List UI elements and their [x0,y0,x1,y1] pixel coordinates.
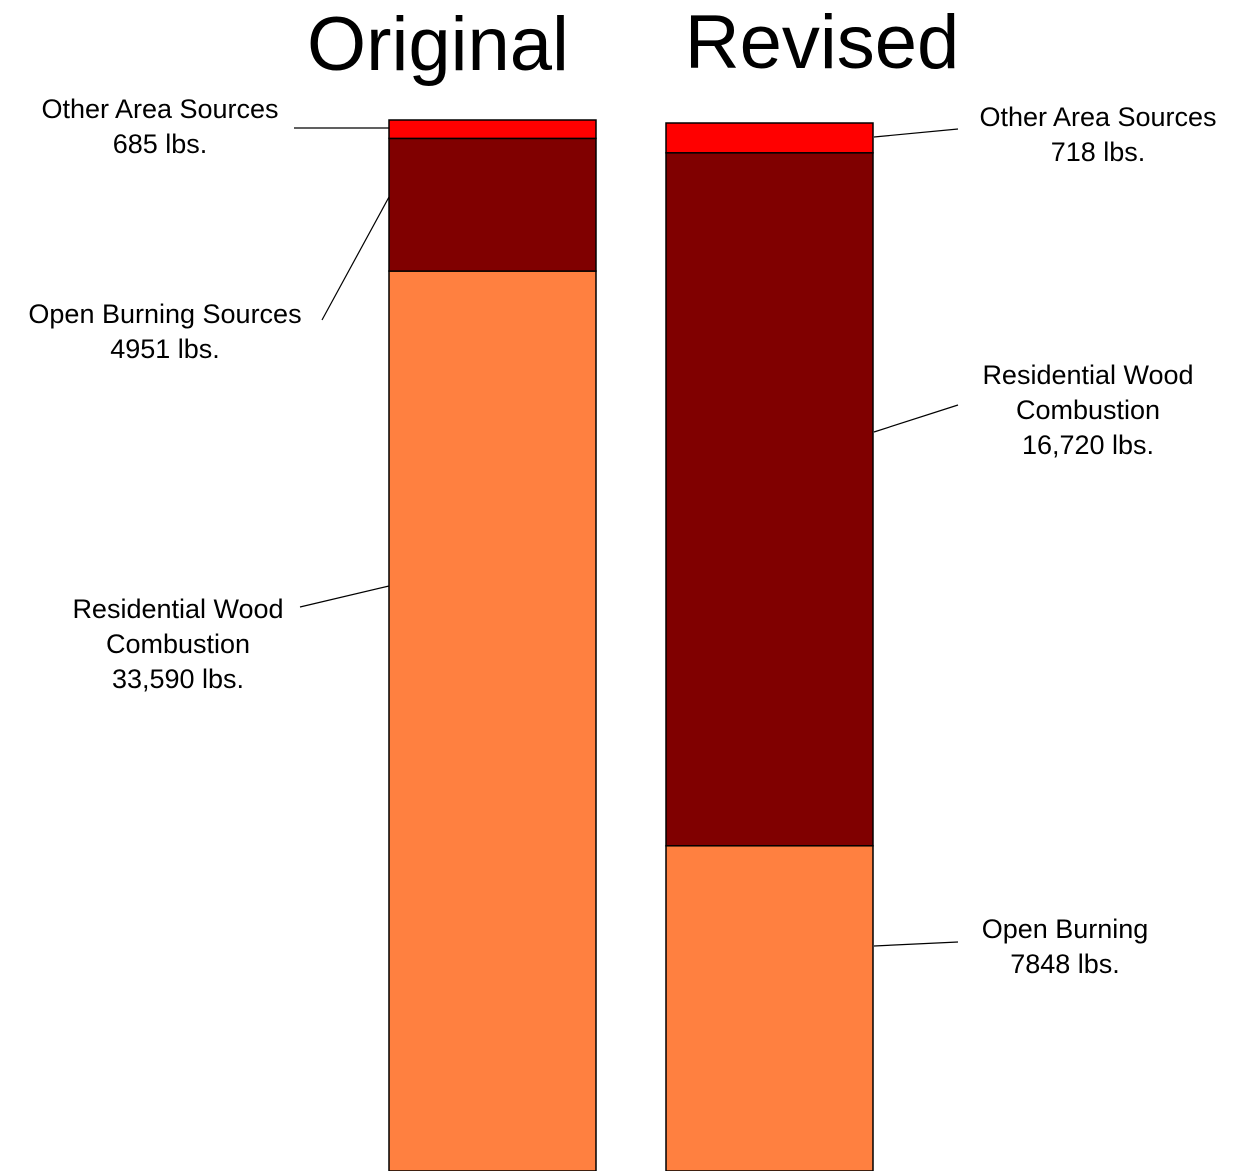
segment-label-line: Residential Wood [982,360,1193,390]
segment-label-revised-open: Open Burning 7848 lbs. [982,914,1149,979]
leader-line-revised-open [873,941,959,947]
segment-label-line: Other Area Sources [979,102,1216,132]
leader-line-original-open [321,196,390,321]
leader-lines [294,127,959,947]
segment-label-revised-other: Other Area Sources 718 lbs. [979,102,1216,167]
chart-title-original: Original [307,2,569,87]
chart-title-revised: Revised [685,0,960,85]
segment-label-line: 718 lbs. [1051,137,1146,167]
segment-label-line: 16,720 lbs. [1022,430,1154,460]
segment-label-line: Residential Wood [72,594,283,624]
segment-label-line: 685 lbs. [113,129,208,159]
segment-label-line: 4951 lbs. [110,334,220,364]
segment-label-original-residential: Residential Wood Combustion 33,590 lbs. [72,594,283,694]
bar-segment-original-open [388,137,597,272]
leader-line-revised-residential [873,404,959,433]
segment-labels: Residential Wood Combustion 33,590 lbs. Ope… [28,94,1216,979]
bar-segment-revised-residential [665,152,874,847]
leader-line-original-residential [299,585,390,608]
segment-label-line: Combustion [106,629,250,659]
segment-label-revised-residential: Residential Wood Combustion 16,720 lbs. [982,360,1193,460]
segment-label-original-other: Other Area Sources 685 lbs. [41,94,278,159]
bar-segment-original-other [388,119,597,140]
segment-label-line: Open Burning [982,914,1149,944]
leader-line-revised-other [873,128,959,138]
segment-label-line: 33,590 lbs. [112,664,244,694]
segment-label-line: 7848 lbs. [1010,949,1120,979]
bar-segment-original-residential [388,270,597,1171]
bar-segment-revised-open [665,844,874,1171]
segment-label-line: Other Area Sources [41,94,278,124]
bar-segment-revised-other [665,122,874,154]
segment-label-line: Open Burning Sources [28,299,301,329]
segment-label-line: Combustion [1016,395,1160,425]
segment-label-original-open: Open Burning Sources 4951 lbs. [28,299,301,364]
bar-stacks [388,119,874,1171]
